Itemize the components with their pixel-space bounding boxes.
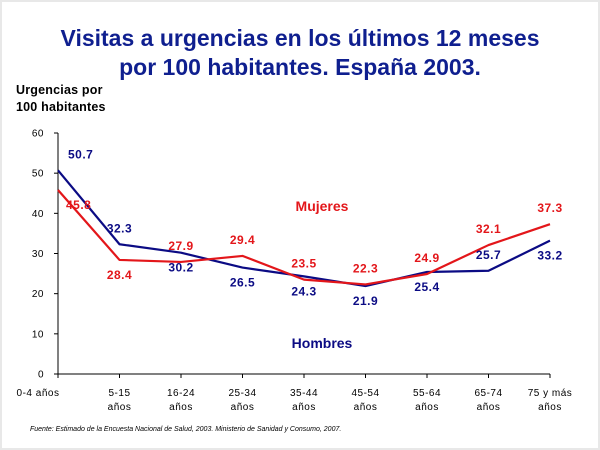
data-label-hombres: 32.3 [107, 221, 132, 235]
y-tick-label: 40 [32, 209, 44, 220]
x-tick-label: 35-44 [290, 388, 318, 399]
x-tick-label: años [231, 402, 255, 413]
data-label-mujeres: 28.4 [107, 268, 132, 282]
data-label-hombres: 21.9 [353, 294, 378, 308]
data-label-hombres: 33.2 [537, 249, 562, 263]
series-annotation-mujeres: Mujeres [296, 198, 349, 214]
data-label-hombres: 50.7 [68, 147, 93, 161]
y-tick-label: 50 [32, 169, 44, 180]
chart-title: Visitas a urgencias en los últimos 12 me… [0, 24, 600, 82]
x-tick-label: años [415, 402, 439, 413]
source-note: Fuente: Estimado de la Encuesta Nacional… [30, 426, 342, 433]
data-label-mujeres: 45.8 [66, 198, 91, 212]
title-line-2: por 100 habitantes. España 2003. [119, 54, 481, 80]
data-label-mujeres: 32.1 [476, 222, 501, 236]
y-tick-label: 10 [32, 329, 44, 340]
x-tick-label: años [354, 402, 378, 413]
x-tick-label: 75 y más [528, 388, 573, 399]
data-label-mujeres: 37.3 [537, 201, 562, 215]
data-label-hombres: 26.5 [230, 276, 255, 290]
x-tick-label: años [538, 402, 562, 413]
data-label-hombres: 25.7 [476, 248, 501, 262]
data-label-hombres: 24.3 [291, 284, 316, 298]
y-tick-label: 30 [32, 249, 44, 260]
y-tick-label: 0 [38, 370, 44, 381]
x-tick-label: años [477, 402, 501, 413]
y-axis-label-line-1: Urgencias por [16, 83, 103, 97]
y-tick-label: 60 [32, 129, 44, 140]
x-tick-label: 45-54 [351, 388, 379, 399]
data-label-mujeres: 23.5 [291, 257, 316, 271]
x-tick-label: 25-34 [228, 388, 256, 399]
y-axis-label: Urgencias por 100 habitantes [16, 82, 106, 116]
x-tick-label: 16-24 [167, 388, 195, 399]
series-annotation-hombres: Hombres [292, 335, 353, 351]
data-label-hombres: 25.4 [414, 280, 439, 294]
x-tick-label: años [169, 402, 193, 413]
x-tick-label: 65-74 [474, 388, 502, 399]
x-tick-label: 5-15 [108, 388, 130, 399]
y-axis-label-line-2: 100 habitantes [16, 100, 106, 114]
data-label-hombres: 30.2 [168, 261, 193, 275]
data-label-mujeres: 29.4 [230, 233, 255, 247]
y-tick-label: 20 [32, 289, 44, 300]
data-label-mujeres: 22.3 [353, 261, 378, 275]
x-tick-label: años [292, 402, 316, 413]
series-line-hombres [57, 169, 551, 288]
series-line-mujeres [57, 189, 551, 286]
data-label-mujeres: 27.9 [168, 239, 193, 253]
x-tick-label: años [108, 402, 132, 413]
title-line-1: Visitas a urgencias en los últimos 12 me… [60, 25, 540, 51]
data-label-mujeres: 24.9 [414, 251, 439, 265]
x-tick-label: 0-4 años [17, 388, 60, 399]
x-tick-label: 55-64 [413, 388, 441, 399]
